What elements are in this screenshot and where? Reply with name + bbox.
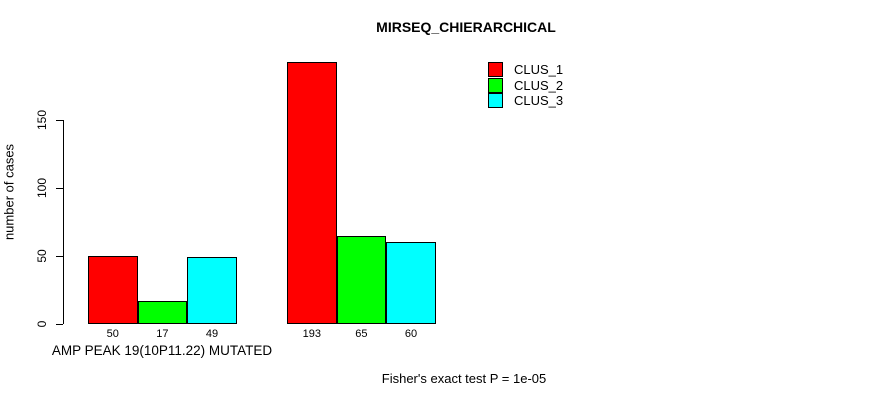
legend: CLUS_1 CLUS_2 CLUS_3 [488,62,563,109]
legend-swatch-icon [488,62,503,78]
y-axis-tick [56,255,63,257]
bar-value-label: 193 [302,328,321,340]
bar-value-label: 65 [355,328,368,340]
bar-clus_3-group2 [386,242,436,324]
y-axis-tick [56,119,63,121]
bar-clus_1-group1 [88,256,138,324]
legend-swatch-icon [488,93,503,109]
legend-label: CLUS_3 [514,93,564,109]
fisher-test-footnote: Fisher's exact test P = 1e-05 [381,371,547,386]
y-axis-tick-label: 0 [35,320,49,328]
legend-label: CLUS_1 [514,62,564,78]
legend-item-clus_3: CLUS_3 [488,93,563,109]
y-axis-tick-label: 150 [35,109,49,131]
legend-label: CLUS_2 [514,77,564,93]
y-axis-tick [56,187,63,189]
bar-clus_2-group1 [137,300,188,324]
x-axis-title: AMP PEAK 19(10P11.22) MUTATED [51,343,273,358]
y-axis-tick-label: 100 [35,177,49,199]
legend-swatch-icon [488,77,503,93]
y-axis-line [63,120,64,324]
y-axis-tick-label: 50 [35,249,49,263]
bar-clus_2-group2 [336,235,387,324]
bar-clus_3-group1 [187,257,237,324]
chart-title: MIRSEQ_CHIERARCHICAL [376,19,556,35]
bar-value-label: 60 [404,328,418,340]
y-axis-title: number of cases [1,143,17,241]
bar-value-label: 17 [156,328,169,340]
bar-value-label: 50 [106,328,119,340]
legend-item-clus_2: CLUS_2 [488,77,564,94]
y-axis-tick [56,323,63,325]
bar-value-label: 49 [205,328,219,340]
bar-clus_1-group2 [287,61,337,324]
legend-item-clus_1: CLUS_1 [488,62,563,78]
